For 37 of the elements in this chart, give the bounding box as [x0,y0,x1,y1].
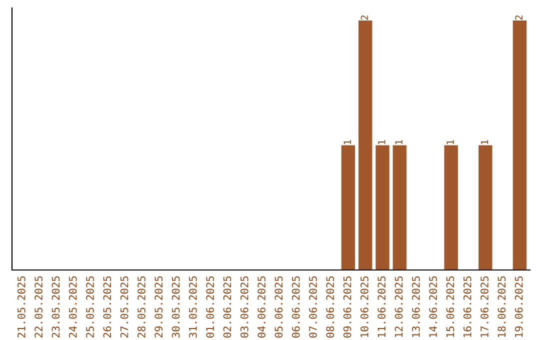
data-label: 2 [360,15,368,20]
x-tick-label: 08.06.2025 [326,276,334,338]
x-tick-label: 07.06.2025 [309,276,317,338]
x-tick-label: 15.06.2025 [446,276,454,338]
data-label: 1 [446,140,454,144]
x-tick-label: 17.06.2025 [480,276,488,338]
x-tick-label: 25.05.2025 [86,276,94,338]
x-tick-label: 23.05.2025 [52,276,60,338]
x-tick-label: 10.06.2025 [360,276,368,338]
x-tick-label: 31.05.2025 [188,276,197,338]
x-tick-label: 03.06.2025 [240,276,248,338]
x-tick-label: 12.06.2025 [394,276,403,338]
x-tick-label: 28.05.2025 [138,276,146,338]
x-tick-label: 27.05.2025 [120,276,128,338]
data-label: 1 [481,140,488,144]
x-tick-label: 05.06.2025 [274,276,283,338]
x-tick-label: 01.06.2025 [206,276,214,338]
data-label: 1 [344,140,351,144]
x-tick-label: 30.05.2025 [172,276,180,338]
x-tick-label: 19.06.2025 [514,276,523,338]
x-tick-label: 26.05.2025 [103,276,112,338]
data-label: 2 [515,15,522,20]
x-tick-label: 13.06.2025 [412,276,420,338]
x-tick-label: 02.06.2025 [223,276,232,338]
x-tick-label: 21.05.2025 [17,276,26,338]
x-tick-label: 14.06.2025 [429,276,437,338]
data-label: 1 [395,140,402,144]
x-tick-label: 04.06.2025 [258,276,266,338]
x-tick-label: 29.05.2025 [154,276,163,338]
x-tick-label: 11.06.2025 [378,276,386,338]
x-tick-label: 18.06.2025 [498,276,506,338]
x-tick-label: 09.06.2025 [343,276,352,338]
x-tick-label: 22.05.2025 [34,276,42,338]
x-tick-label: 16.06.2025 [463,276,472,338]
data-label: 1 [378,140,386,144]
x-tick-label: 06.06.2025 [292,276,300,338]
x-tick-label: 24.05.2025 [68,276,77,338]
